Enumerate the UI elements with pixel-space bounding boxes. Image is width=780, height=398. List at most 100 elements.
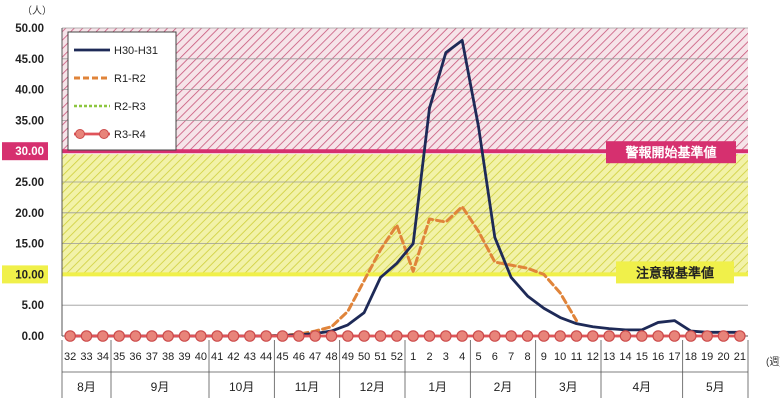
data-point-r3-r4 xyxy=(276,330,289,342)
x-tick-label: 49 xyxy=(342,351,354,363)
x-tick-label: 9 xyxy=(541,351,547,363)
data-point-r3-r4 xyxy=(227,330,240,342)
x-tick-label: 20 xyxy=(717,351,729,363)
x-tick-label: 34 xyxy=(97,351,109,363)
x-tick-label: 7 xyxy=(508,351,514,363)
data-point-r3-r4 xyxy=(603,330,615,342)
x-tick-label: 46 xyxy=(293,351,305,363)
x-tick-label: 18 xyxy=(685,351,697,363)
legend-label: R2-R3 xyxy=(114,101,146,113)
legend-box xyxy=(67,31,177,151)
x-tick-label: 33 xyxy=(80,351,92,363)
month-label: 3月 xyxy=(559,380,578,394)
data-point-r3-r4 xyxy=(211,330,223,342)
data-point-r3-r4 xyxy=(244,330,256,342)
x-tick-label: 1 xyxy=(410,351,416,363)
x-tick-label: 6 xyxy=(492,351,498,363)
data-point-r3-r4 xyxy=(538,330,550,342)
data-point-r3-r4 xyxy=(80,330,93,342)
data-point-r3-r4 xyxy=(668,330,681,342)
x-tick-label: 2 xyxy=(426,351,432,363)
x-tick-label: 5 xyxy=(475,351,481,363)
x-tick-label: 3 xyxy=(443,351,449,363)
y-tick-label: 5.00 xyxy=(22,300,44,312)
x-axis-unit: (週) xyxy=(766,356,780,368)
data-point-r3-r4 xyxy=(129,330,142,342)
legend-marker xyxy=(75,129,85,139)
caution-threshold-label: 注意報基準値 xyxy=(636,265,714,281)
data-point-r3-r4 xyxy=(358,330,370,342)
data-point-r3-r4 xyxy=(652,330,664,342)
x-tick-label: 52 xyxy=(391,351,403,363)
data-point-r3-r4 xyxy=(325,330,338,342)
x-tick-label: 36 xyxy=(129,351,141,363)
data-point-r3-r4 xyxy=(309,330,321,342)
x-tick-label: 47 xyxy=(309,351,321,363)
data-point-r3-r4 xyxy=(293,330,305,342)
x-tick-label: 39 xyxy=(178,351,190,363)
legend-marker xyxy=(99,129,109,139)
x-tick-label: 21 xyxy=(734,351,746,363)
data-point-r3-r4 xyxy=(521,330,534,342)
x-tick-label: 19 xyxy=(701,351,713,363)
x-tick-label: 48 xyxy=(325,351,337,363)
data-point-r3-r4 xyxy=(734,330,746,342)
data-point-r3-r4 xyxy=(472,330,485,342)
x-tick-label: 10 xyxy=(554,351,566,363)
data-point-r3-r4 xyxy=(685,330,697,342)
month-label: 9月 xyxy=(151,380,170,394)
data-point-r3-r4 xyxy=(701,330,713,342)
y-tick-highlight xyxy=(2,265,48,284)
legend: H30-H31 R1-R2 R2-R3 R3-R4 xyxy=(67,31,177,151)
data-point-r3-r4 xyxy=(619,330,632,342)
data-point-r3-r4 xyxy=(97,330,109,342)
x-tick-label: 51 xyxy=(374,351,386,363)
x-tick-label: 12 xyxy=(587,351,599,363)
data-point-r3-r4 xyxy=(636,330,648,342)
data-point-r3-r4 xyxy=(342,330,354,342)
x-tick-label: 11 xyxy=(571,351,582,363)
data-point-r3-r4 xyxy=(570,330,583,342)
caution-zone-band xyxy=(62,154,748,275)
x-tick-label: 8 xyxy=(524,351,530,363)
x-tick-label: 4 xyxy=(459,351,465,363)
month-label: 4月 xyxy=(632,380,651,394)
series-markers xyxy=(64,330,746,342)
data-point-r3-r4 xyxy=(64,330,76,342)
data-point-r3-r4 xyxy=(260,330,272,342)
x-tick-label: 17 xyxy=(668,351,680,363)
y-tick-label: 15.00 xyxy=(15,239,44,251)
y-tick-label: 0.00 xyxy=(22,331,44,343)
data-point-r3-r4 xyxy=(195,330,207,342)
caution-threshold-badge xyxy=(616,261,734,284)
month-label: 10月 xyxy=(229,380,254,394)
x-tick-label: 16 xyxy=(652,351,664,363)
legend-label: R3-R4 xyxy=(114,129,146,141)
data-point-r3-r4 xyxy=(391,330,403,342)
y-tick-label: 40.00 xyxy=(15,85,44,97)
month-label: 12月 xyxy=(360,380,385,394)
x-tick-label: 13 xyxy=(603,351,615,363)
x-tick-label: 44 xyxy=(260,351,272,363)
x-tick-label: 40 xyxy=(195,351,207,363)
data-point-r3-r4 xyxy=(162,330,174,342)
x-tick-label: 50 xyxy=(358,351,370,363)
x-tick-label: 14 xyxy=(619,351,631,363)
x-tick-label: 37 xyxy=(146,351,158,363)
y-tick-label: 30.00 xyxy=(15,146,44,158)
alert-threshold-label: 警報開始基準値 xyxy=(625,145,716,161)
data-point-r3-r4 xyxy=(489,330,501,342)
x-tick-label: 15 xyxy=(636,351,648,363)
x-tick-label: 38 xyxy=(162,351,174,363)
data-point-r3-r4 xyxy=(587,330,599,342)
y-tick-label: 50.00 xyxy=(15,23,44,35)
y-axis-unit: （人） xyxy=(22,5,52,17)
legend-label: R1-R2 xyxy=(114,73,146,85)
data-point-r3-r4 xyxy=(505,330,517,342)
legend-label: H30-H31 xyxy=(114,45,158,57)
month-label: 8月 xyxy=(77,380,96,394)
month-label: 11月 xyxy=(295,380,319,394)
x-tick-label: 43 xyxy=(244,351,256,363)
